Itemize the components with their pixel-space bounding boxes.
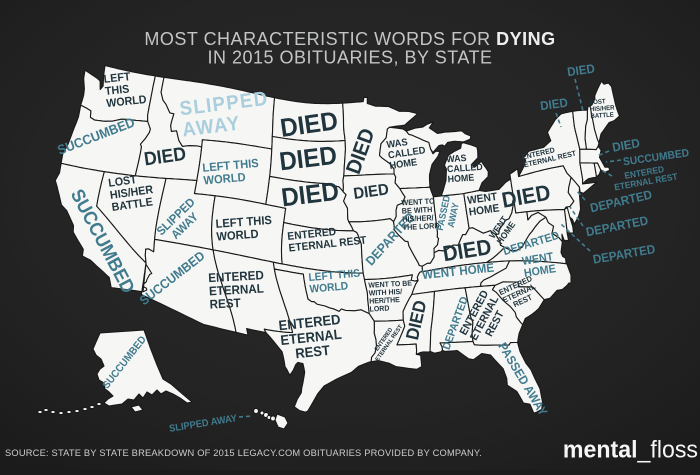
svg-text:SOURCE: STATE BY STATE BREAKDO: SOURCE: STATE BY STATE BREAKDOWN OF 2015… xyxy=(5,448,482,458)
svg-text:HOME: HOME xyxy=(447,172,474,184)
svg-text:ETERNAL: ETERNAL xyxy=(209,281,265,298)
svg-text:BATTLE: BATTLE xyxy=(111,196,154,214)
svg-text:THIS: THIS xyxy=(104,83,130,98)
svg-text:HOME: HOME xyxy=(468,202,500,219)
svg-text:DIED: DIED xyxy=(280,177,341,213)
svg-text:WORLD: WORLD xyxy=(216,228,259,243)
svg-text:LEFT THIS: LEFT THIS xyxy=(308,267,361,284)
svg-text:WORLD: WORLD xyxy=(106,94,147,111)
svg-text:BE WITH: BE WITH xyxy=(402,205,433,216)
svg-text:WITH HIS/: WITH HIS/ xyxy=(369,287,403,298)
svg-text:THE LORD: THE LORD xyxy=(402,221,440,232)
svg-text:WAS: WAS xyxy=(386,137,409,151)
svg-text:DIED: DIED xyxy=(566,61,596,79)
svg-text:DIED: DIED xyxy=(539,95,569,113)
svg-text:DIED: DIED xyxy=(352,181,390,203)
svg-text:mental_floss: mental_floss xyxy=(563,436,698,464)
svg-text:LEFT THIS: LEFT THIS xyxy=(202,158,260,175)
svg-text:HER/THE: HER/THE xyxy=(369,295,400,306)
svg-text:HOME: HOME xyxy=(389,157,419,172)
svg-text:ENTERED: ENTERED xyxy=(287,226,337,243)
svg-text:REST: REST xyxy=(295,342,332,361)
svg-text:HIS/HER/: HIS/HER/ xyxy=(402,213,435,224)
svg-text:WENT: WENT xyxy=(521,251,554,268)
svg-text:LOST: LOST xyxy=(589,98,606,106)
svg-text:REST: REST xyxy=(209,296,241,312)
svg-text:LOST: LOST xyxy=(108,174,138,190)
svg-text:HIS/HER: HIS/HER xyxy=(109,184,154,202)
svg-text:DIED: DIED xyxy=(611,136,641,155)
svg-text:IN 2015 OBITUARIES, BY STATE: IN 2015 OBITUARIES, BY STATE xyxy=(207,48,492,68)
svg-text:CALLED: CALLED xyxy=(447,162,484,175)
svg-text:WENT TO: WENT TO xyxy=(401,196,435,207)
svg-text:WENT: WENT xyxy=(466,191,498,208)
svg-text:ENTERED: ENTERED xyxy=(278,312,342,334)
svg-text:HOME: HOME xyxy=(523,263,557,280)
svg-text:WORLD: WORLD xyxy=(203,172,246,188)
svg-text:LEFT THIS: LEFT THIS xyxy=(215,215,272,231)
svg-text:WAS: WAS xyxy=(446,153,467,165)
svg-text:WORLD: WORLD xyxy=(309,280,349,296)
svg-text:HIS/HER: HIS/HER xyxy=(590,104,615,113)
svg-text:BATTLE: BATTLE xyxy=(590,111,614,120)
svg-text:ENTERED: ENTERED xyxy=(208,268,264,285)
svg-text:ETERNAL: ETERNAL xyxy=(280,326,343,348)
svg-text:MOST CHARACTERISTIC WORDS FOR: MOST CHARACTERISTIC WORDS FOR DYING xyxy=(144,29,555,49)
svg-text:LEFT: LEFT xyxy=(103,71,131,86)
svg-text:WENT TO BE: WENT TO BE xyxy=(368,278,412,290)
svg-text:DIED: DIED xyxy=(278,141,339,177)
svg-text:CALLED: CALLED xyxy=(387,145,426,162)
svg-text:LORD: LORD xyxy=(369,303,389,313)
svg-text:AWAY: AWAY xyxy=(445,202,460,229)
